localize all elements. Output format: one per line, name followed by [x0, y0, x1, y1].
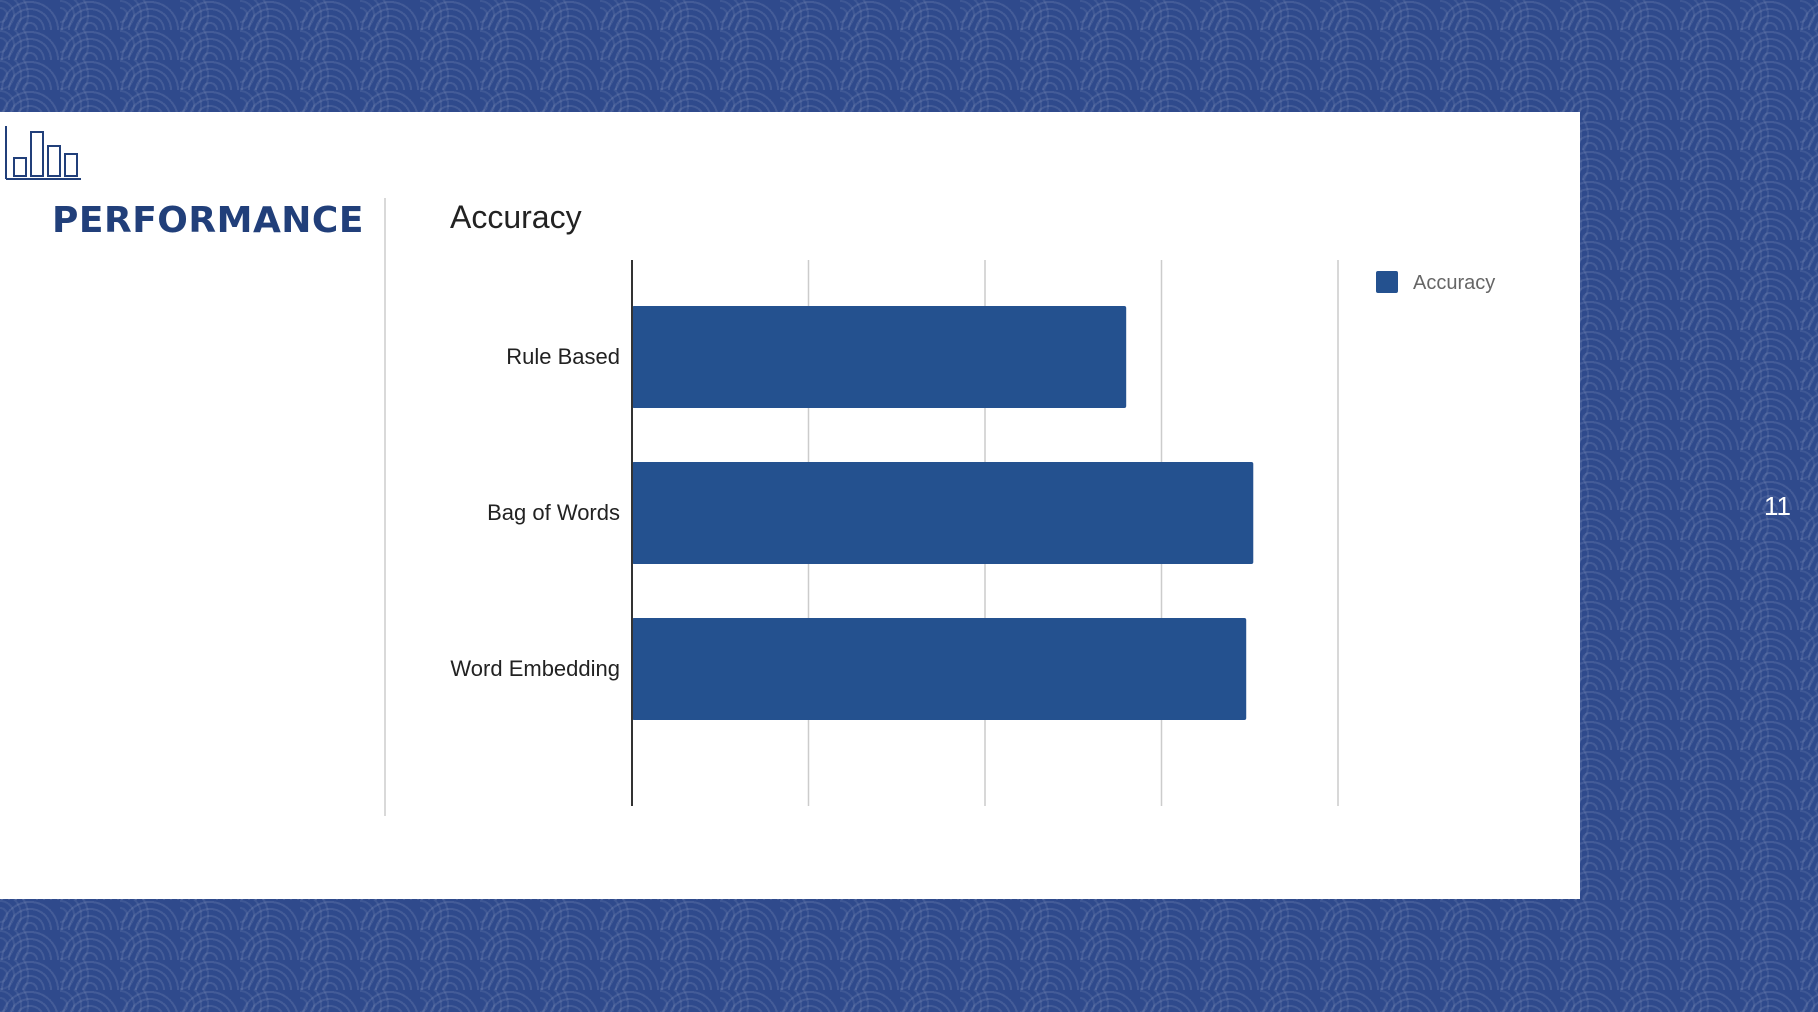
category-label-1: Bag of Words: [487, 500, 620, 525]
legend-label: Accuracy: [1413, 272, 1495, 294]
chart-category-labels: Rule Based Bag of Words Word Embedding: [450, 344, 620, 681]
chart-bars: [632, 306, 1254, 720]
page-number: 11: [1764, 491, 1791, 521]
bar-chart-icon: [5, 126, 81, 180]
slide: PERFORMANCE Accuracy Rule Based Bag of Wo…: [0, 112, 1580, 899]
chart-legend: Accuracy: [1376, 271, 1495, 294]
legend-swatch: [1376, 271, 1398, 293]
page-title: PERFORMANCE: [52, 200, 364, 241]
accuracy-bar-chart: Accuracy Rule Based Bag of Words Word Embe…: [450, 199, 1495, 806]
bar-0: [632, 306, 1127, 408]
chart-title: Accuracy: [450, 199, 582, 235]
bar-2: [632, 618, 1247, 720]
category-label-0: Rule Based: [506, 344, 620, 369]
bar-1: [632, 462, 1254, 564]
category-label-2: Word Embedding: [450, 656, 620, 681]
divider: [384, 198, 386, 816]
